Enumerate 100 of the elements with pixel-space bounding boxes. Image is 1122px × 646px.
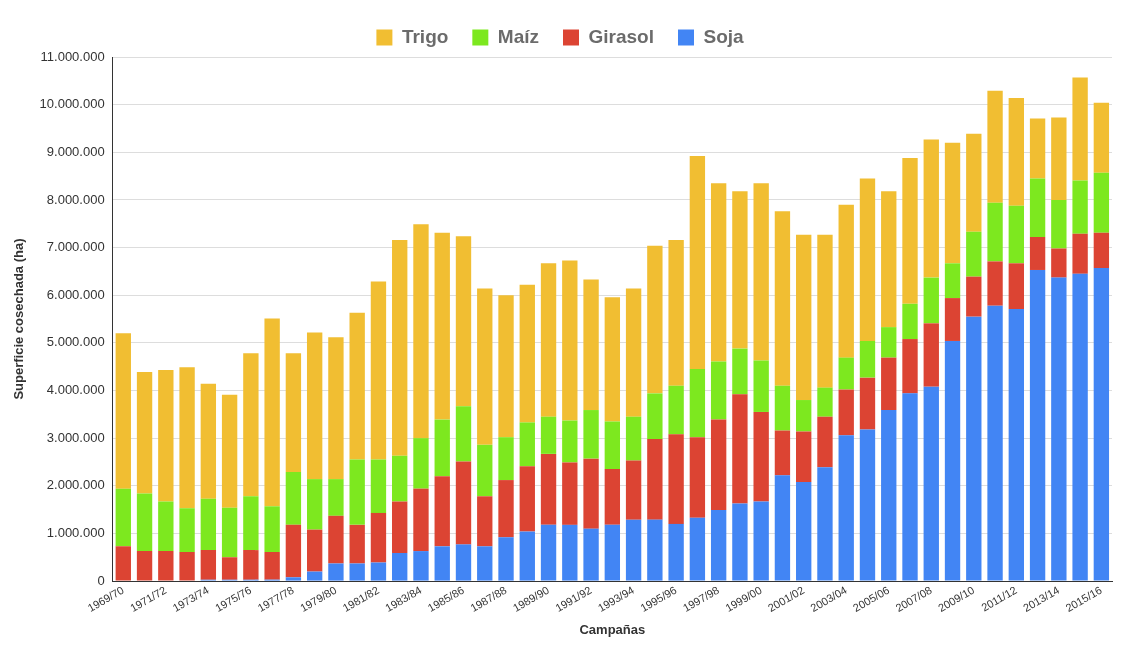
bar	[583, 528, 599, 581]
bar	[519, 284, 535, 423]
y-tick-label: 9.000.000	[46, 143, 105, 159]
bar	[540, 263, 557, 417]
bar	[732, 394, 748, 504]
bar	[562, 524, 578, 581]
bar	[604, 524, 621, 581]
bar	[881, 410, 897, 581]
bar	[179, 367, 195, 509]
legend-label: Maíz	[497, 25, 540, 47]
bar	[455, 461, 472, 545]
bar	[689, 156, 706, 370]
y-tick-label: 6.000.000	[46, 286, 105, 302]
bar	[349, 312, 365, 460]
bar	[519, 466, 535, 532]
bar	[1072, 180, 1088, 234]
bar	[158, 501, 174, 552]
legend-label: Trigo	[401, 25, 449, 47]
bar	[1093, 102, 1110, 173]
bar	[498, 295, 514, 438]
bar	[838, 357, 854, 390]
bar	[774, 430, 791, 476]
bar	[647, 393, 663, 440]
bar	[455, 406, 472, 462]
bar	[902, 158, 918, 304]
bar	[540, 416, 557, 454]
bar	[498, 480, 514, 538]
bar	[1029, 269, 1046, 581]
bar	[477, 288, 493, 445]
y-tick-label: 4.000.000	[46, 382, 105, 398]
bar	[859, 178, 876, 341]
bar	[817, 467, 833, 581]
bar	[413, 224, 429, 439]
y-tick-label: 0	[97, 572, 105, 588]
bar	[221, 394, 238, 508]
y-tick-label: 5.000.000	[46, 334, 105, 350]
bar	[115, 546, 131, 581]
bar	[710, 510, 727, 581]
bar	[243, 550, 259, 580]
bar	[625, 519, 642, 581]
bar	[115, 488, 131, 547]
bar	[285, 353, 302, 472]
bar	[519, 531, 535, 581]
bar	[1008, 309, 1024, 581]
bar	[796, 431, 812, 482]
bar	[306, 479, 323, 530]
bar	[200, 383, 217, 499]
legend-label: Soja	[703, 25, 745, 47]
y-tick-label: 1.000.000	[46, 525, 105, 541]
bar	[944, 340, 961, 581]
bar	[966, 133, 982, 232]
bar	[306, 332, 323, 480]
bar	[987, 305, 1003, 581]
bar	[370, 281, 387, 460]
bar	[753, 411, 769, 502]
bar	[136, 493, 153, 552]
bar	[859, 377, 876, 430]
bar	[796, 481, 812, 581]
y-tick-label: 11.000.000	[40, 48, 105, 64]
bar	[1051, 199, 1067, 249]
bar	[689, 369, 706, 438]
bar	[859, 340, 876, 378]
y-tick-label: 7.000.000	[46, 239, 105, 255]
bar	[668, 239, 684, 386]
bar	[966, 231, 982, 277]
bar	[413, 551, 429, 581]
bar	[519, 422, 535, 467]
bar	[668, 434, 684, 524]
bar	[881, 357, 897, 411]
bar	[136, 551, 153, 581]
bar	[710, 419, 727, 511]
bar	[923, 277, 939, 324]
bar	[753, 360, 769, 412]
bar	[838, 204, 854, 358]
bar	[540, 524, 557, 581]
bar	[1008, 263, 1024, 310]
bar	[881, 191, 897, 328]
bar	[158, 551, 174, 581]
bar	[1029, 118, 1046, 179]
bar	[668, 385, 684, 435]
bar	[817, 416, 833, 468]
bar	[753, 183, 769, 361]
bar	[944, 263, 961, 299]
bar	[264, 506, 280, 553]
bar	[796, 234, 812, 401]
bar	[625, 288, 642, 417]
bar	[1008, 97, 1024, 206]
bar	[604, 297, 621, 422]
bar	[477, 546, 493, 581]
bar	[1093, 268, 1110, 581]
bar	[562, 260, 578, 421]
bar	[392, 239, 408, 456]
bar	[923, 323, 939, 387]
bar	[370, 562, 387, 581]
bar	[1051, 117, 1067, 200]
bar	[349, 459, 365, 525]
bar	[583, 458, 599, 529]
bar	[1051, 277, 1067, 581]
y-tick-label: 3.000.000	[46, 429, 105, 445]
bar	[285, 471, 302, 525]
